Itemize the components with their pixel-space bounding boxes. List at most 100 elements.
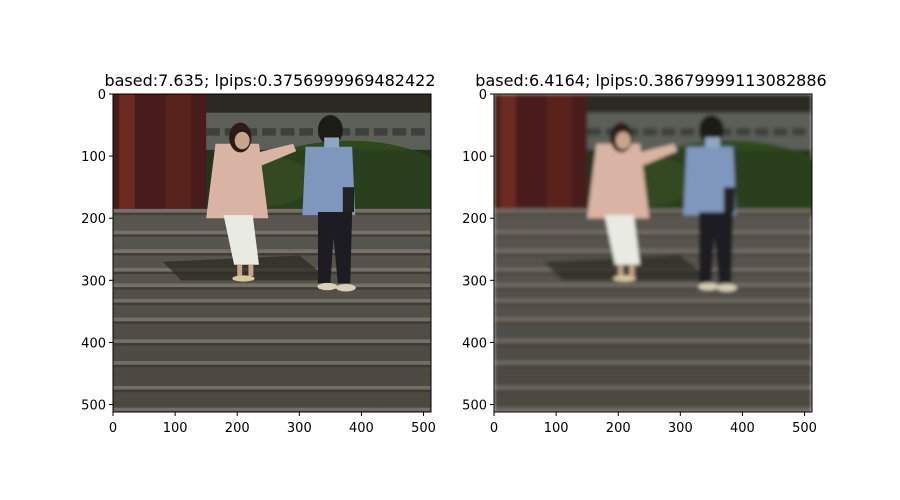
step-edge xyxy=(113,298,432,303)
staircase xyxy=(113,208,432,413)
step-shadow xyxy=(113,389,432,393)
y-tick-label: 500 xyxy=(81,399,106,414)
step-shadow xyxy=(494,253,813,256)
roof-tile xyxy=(643,128,657,136)
y-tick-label: 200 xyxy=(462,212,487,227)
step-shadow xyxy=(113,253,432,256)
photo-blurred xyxy=(494,94,813,413)
panel-title: based:6.4164; lpips:0.38679999113082886 xyxy=(475,71,826,90)
y-tick-label: 200 xyxy=(81,212,106,227)
step-edge xyxy=(113,407,432,412)
man-mask xyxy=(705,137,721,148)
step-shadow xyxy=(494,212,813,216)
staircase xyxy=(494,208,813,413)
left-image-panel: based:7.635; lpips:0.3756999969482422 0 1… xyxy=(81,71,436,436)
step-edge xyxy=(494,385,813,390)
man-bag xyxy=(723,187,735,213)
step-shadow xyxy=(113,234,432,237)
x-tick-label: 0 xyxy=(109,421,117,436)
panel-title: based:7.635; lpips:0.3756999969482422 xyxy=(104,71,435,90)
x-tick-label: 200 xyxy=(606,421,631,436)
y-tick-label: 0 xyxy=(98,88,106,103)
y-tick-label: 400 xyxy=(462,336,487,351)
x-tick-label: 500 xyxy=(792,421,817,436)
roof-tile xyxy=(262,128,276,136)
woman-arm xyxy=(636,143,678,166)
y-tick-label: 300 xyxy=(462,274,487,289)
roof-tile xyxy=(754,128,769,136)
y-tick-label: 400 xyxy=(81,336,106,351)
right-image-panel: based:6.4164; lpips:0.38679999113082886 … xyxy=(462,71,827,436)
man-shoe xyxy=(716,284,737,292)
roof-tile xyxy=(411,128,425,136)
step-shadow xyxy=(113,212,432,216)
step-edge xyxy=(494,407,813,412)
woman-leg xyxy=(248,264,254,276)
step-edge xyxy=(113,385,432,390)
step-edge xyxy=(494,317,813,322)
axes-border xyxy=(112,93,432,413)
roof-tile xyxy=(736,128,750,136)
people-shadow xyxy=(162,255,331,281)
man-shoe xyxy=(335,284,356,292)
step-shadow xyxy=(494,364,813,368)
step-edge xyxy=(113,317,432,322)
roof-tile xyxy=(717,128,732,136)
step-shadow xyxy=(494,287,813,290)
step-edge xyxy=(494,283,813,288)
woman-leg xyxy=(629,264,635,276)
step-edge xyxy=(113,283,432,288)
man-pants xyxy=(317,212,353,284)
roof-tile xyxy=(680,128,694,136)
step-shadow xyxy=(113,302,432,306)
woman-face xyxy=(615,131,631,150)
y-tick-label: 100 xyxy=(462,150,487,165)
step-edge xyxy=(113,361,432,365)
x-tick-label: 400 xyxy=(349,421,374,436)
man-shoe xyxy=(698,282,719,291)
photo-sharp xyxy=(113,94,432,413)
step-edge xyxy=(494,230,813,235)
man-mask xyxy=(324,137,340,148)
roof-tile xyxy=(280,128,295,136)
y-tick-label: 500 xyxy=(462,399,487,414)
step-shadow xyxy=(494,234,813,237)
roof-tile xyxy=(355,128,369,136)
woman-leg xyxy=(237,264,243,276)
gate-pillar xyxy=(546,94,572,209)
step-edge xyxy=(494,249,813,254)
people-shadow xyxy=(543,255,712,281)
roof-tile xyxy=(773,128,788,136)
woman-leg xyxy=(618,264,624,276)
gate-pillar xyxy=(165,94,191,209)
x-tick-label: 300 xyxy=(668,421,693,436)
step-shadow xyxy=(113,321,432,324)
roof-tile xyxy=(392,128,407,136)
roof-tile xyxy=(299,128,313,136)
roof-tile xyxy=(206,128,220,136)
woman-skirt xyxy=(223,215,259,265)
roof-tile xyxy=(661,128,676,136)
step-shadow xyxy=(113,364,432,368)
step-shadow xyxy=(494,343,813,346)
x-tick-label: 100 xyxy=(163,421,188,436)
man-shoe xyxy=(317,282,338,291)
step-shadow xyxy=(494,302,813,306)
x-tick-label: 400 xyxy=(730,421,755,436)
step-edge xyxy=(494,298,813,303)
woman-blouse xyxy=(587,143,650,219)
woman-skirt xyxy=(604,215,640,265)
man-shirt xyxy=(683,146,737,216)
step-edge xyxy=(113,249,432,254)
step-shadow xyxy=(113,343,432,346)
step-edge xyxy=(113,230,432,235)
step-edge xyxy=(494,339,813,344)
axes-border xyxy=(493,93,813,413)
gate-pillar xyxy=(119,94,135,209)
step-shadow xyxy=(494,321,813,324)
step-edge xyxy=(494,361,813,365)
x-tick-label: 500 xyxy=(411,421,436,436)
